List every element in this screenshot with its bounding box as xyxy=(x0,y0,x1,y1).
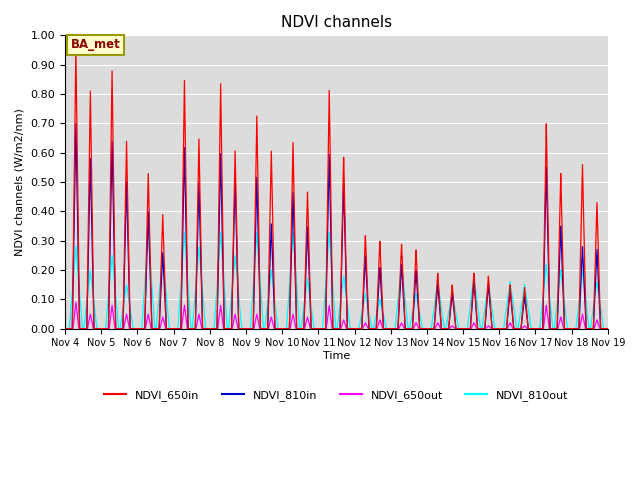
NDVI_650in xyxy=(264,297,272,303)
NDVI_650out xyxy=(177,326,185,332)
NDVI_650in xyxy=(61,326,69,332)
NDVI_810in xyxy=(172,326,179,332)
Title: NDVI channels: NDVI channels xyxy=(281,15,392,30)
Line: NDVI_810in: NDVI_810in xyxy=(65,123,608,329)
NDVI_810in xyxy=(488,326,496,332)
NDVI_810out xyxy=(488,309,496,314)
NDVI_650in xyxy=(602,326,610,332)
NDVI_810in xyxy=(604,326,612,332)
NDVI_650out xyxy=(488,326,496,332)
NDVI_810out xyxy=(61,326,69,332)
NDVI_650in xyxy=(412,263,419,269)
Line: NDVI_650out: NDVI_650out xyxy=(65,302,608,329)
Line: NDVI_650in: NDVI_650in xyxy=(65,50,608,329)
Legend: NDVI_650in, NDVI_810in, NDVI_650out, NDVI_810out: NDVI_650in, NDVI_810in, NDVI_650out, NDV… xyxy=(100,385,573,405)
NDVI_810in xyxy=(72,120,80,126)
NDVI_650in xyxy=(172,326,179,332)
NDVI_810out xyxy=(602,326,610,332)
NDVI_810in xyxy=(177,309,185,314)
NDVI_810out xyxy=(264,294,272,300)
NDVI_810out xyxy=(412,295,419,300)
NDVI_810out xyxy=(172,326,179,332)
NDVI_650in xyxy=(488,326,496,332)
NDVI_810in xyxy=(602,326,610,332)
X-axis label: Time: Time xyxy=(323,351,350,361)
NDVI_650out xyxy=(412,322,419,327)
NDVI_650in xyxy=(177,302,185,308)
NDVI_650out xyxy=(264,326,272,332)
NDVI_650out xyxy=(602,326,610,332)
NDVI_650in xyxy=(604,326,612,332)
Line: NDVI_810out: NDVI_810out xyxy=(65,232,608,329)
NDVI_810out xyxy=(177,277,185,283)
NDVI_810in xyxy=(264,309,272,315)
NDVI_810in xyxy=(412,279,419,285)
NDVI_650out xyxy=(72,300,80,305)
Y-axis label: NDVI channels (W/m2/nm): NDVI channels (W/m2/nm) xyxy=(15,108,25,256)
NDVI_650out xyxy=(604,326,612,332)
NDVI_810in xyxy=(61,326,69,332)
NDVI_650out xyxy=(172,326,179,332)
NDVI_810out xyxy=(604,326,612,332)
NDVI_650in xyxy=(72,47,80,53)
Text: BA_met: BA_met xyxy=(70,38,120,51)
NDVI_650out xyxy=(61,326,69,332)
NDVI_810out xyxy=(145,229,152,235)
